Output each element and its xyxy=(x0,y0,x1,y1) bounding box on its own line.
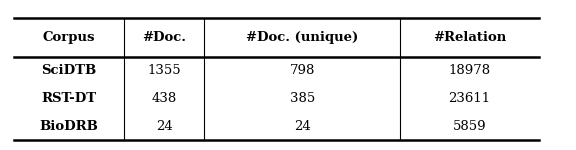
Text: RST-DT: RST-DT xyxy=(41,92,97,105)
Text: 798: 798 xyxy=(290,64,315,77)
Text: BioDRB: BioDRB xyxy=(40,120,98,133)
Text: SciDTB: SciDTB xyxy=(41,64,97,77)
Text: Corpus: Corpus xyxy=(43,31,96,44)
Text: 438: 438 xyxy=(151,92,177,105)
Text: 1355: 1355 xyxy=(147,64,181,77)
Text: 24: 24 xyxy=(156,120,173,133)
Text: 5859: 5859 xyxy=(453,120,486,133)
Text: #Relation: #Relation xyxy=(433,31,506,44)
Text: #Doc. (unique): #Doc. (unique) xyxy=(247,31,358,44)
Text: 385: 385 xyxy=(290,92,315,105)
Text: 18978: 18978 xyxy=(448,64,491,77)
Text: 24: 24 xyxy=(294,120,311,133)
Text: 23611: 23611 xyxy=(448,92,491,105)
Text: #Doc.: #Doc. xyxy=(142,31,186,44)
